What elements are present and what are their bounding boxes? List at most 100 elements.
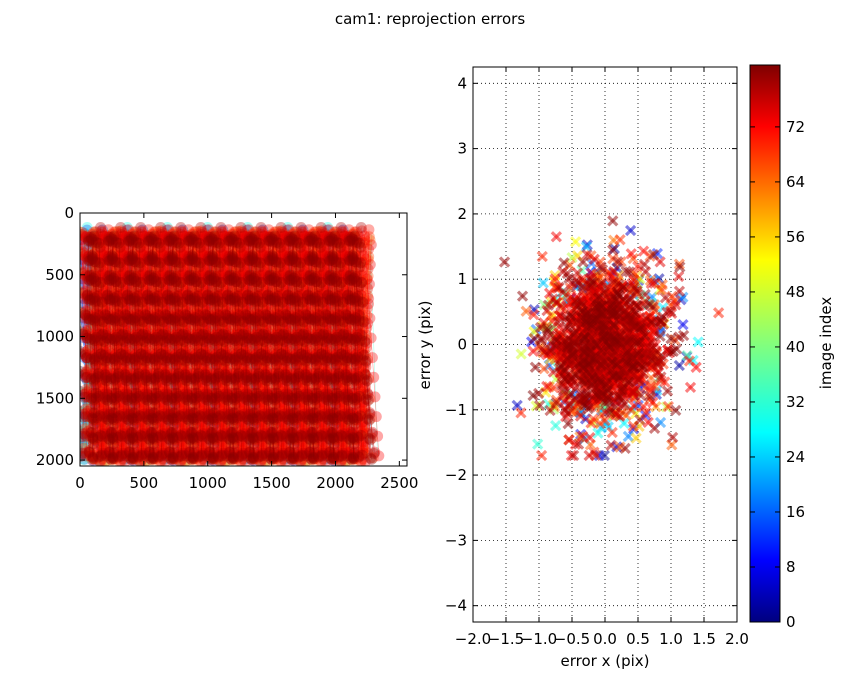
corner-point (131, 232, 143, 244)
corner-point (208, 250, 220, 262)
corner-point (213, 329, 225, 341)
corner-point (80, 389, 92, 401)
corner-point (203, 337, 215, 349)
corner-point (135, 368, 147, 380)
corner-point (91, 232, 103, 244)
corner-point (272, 424, 284, 436)
corner-point (159, 228, 171, 240)
corner-point (323, 337, 335, 349)
corner-point (89, 270, 101, 282)
corner-point (208, 291, 219, 303)
corner-point (209, 270, 221, 282)
corner-point (178, 408, 190, 420)
corner-point (80, 247, 90, 259)
corner-track-line (102, 237, 118, 454)
corner-point (80, 267, 89, 279)
corner-point (139, 427, 151, 439)
corner-point (194, 365, 206, 377)
corner-point (174, 349, 186, 361)
corner-point (137, 388, 149, 400)
corner-point (167, 231, 178, 243)
corner-track-line (272, 236, 287, 453)
corner-point (311, 444, 323, 456)
corner-point (99, 427, 111, 439)
figure-title: cam1: reprojection errors (335, 10, 525, 28)
corner-point (313, 405, 325, 416)
corner-track-line (116, 233, 126, 450)
corner-point (321, 318, 333, 330)
corner-track-line (236, 233, 246, 450)
corner-track-line (319, 245, 341, 462)
corner-point (158, 267, 169, 279)
corner-point (114, 365, 126, 377)
corner-point (95, 368, 107, 380)
corner-point (158, 247, 170, 259)
corner-point (132, 436, 144, 448)
corner-point (85, 330, 96, 342)
corner-track-line (142, 237, 158, 454)
corner-point (80, 409, 91, 420)
corner-point (246, 310, 258, 322)
corner-point (318, 279, 330, 290)
corner-point (165, 357, 177, 369)
corner-point (179, 427, 191, 439)
corner-point (155, 326, 167, 338)
corner-point (325, 357, 337, 369)
corner-point (80, 405, 84, 416)
corner-point (80, 287, 89, 299)
corner-point (236, 306, 248, 318)
corner-point (297, 388, 309, 400)
corner-point (332, 436, 344, 448)
corner-point (198, 267, 210, 279)
corner-track-line (279, 245, 301, 462)
corner-point (87, 291, 99, 303)
corner-point (237, 279, 249, 290)
corner-point (276, 259, 288, 271)
corner-point (212, 309, 224, 321)
corner-track-line (352, 236, 368, 453)
corner-point (153, 385, 165, 397)
corner-point (83, 337, 95, 349)
corner-point (289, 396, 300, 408)
corner-track-line (119, 245, 140, 462)
corner-point (194, 239, 206, 251)
corner-point (239, 228, 251, 240)
corner-point (80, 239, 85, 251)
corner-track-line (199, 245, 221, 462)
corner-point (210, 251, 222, 263)
corner-track-line (182, 237, 198, 454)
corner-point (129, 270, 141, 282)
corner-point (80, 298, 91, 310)
corner-point (300, 427, 311, 439)
corner-point (206, 310, 218, 322)
corner-point (94, 349, 106, 361)
corner-point (117, 287, 129, 299)
corner-track-line (292, 236, 308, 453)
corner-point (112, 405, 124, 416)
corner-track-line (156, 233, 166, 450)
corner-point (289, 270, 301, 282)
corner-point (232, 424, 244, 436)
corner-point (294, 349, 306, 361)
corner-track-line (196, 233, 206, 450)
corner-point (245, 330, 257, 342)
corner-point (126, 231, 138, 243)
corner-point (196, 259, 207, 271)
corner-point (317, 287, 329, 299)
corner-point (168, 250, 180, 262)
corner-point (335, 349, 346, 361)
corner-point (290, 416, 302, 428)
corner-point (203, 350, 215, 361)
corner-point (134, 455, 146, 466)
corner-point (140, 447, 152, 459)
corner-point (333, 329, 345, 341)
corner-point (98, 408, 110, 420)
corner-point (237, 287, 249, 299)
corner-point (199, 409, 211, 420)
corner-point (175, 368, 187, 380)
corner-point (151, 444, 163, 456)
corner-point (111, 444, 123, 456)
corner-point (168, 396, 180, 408)
corner-point (245, 357, 257, 369)
